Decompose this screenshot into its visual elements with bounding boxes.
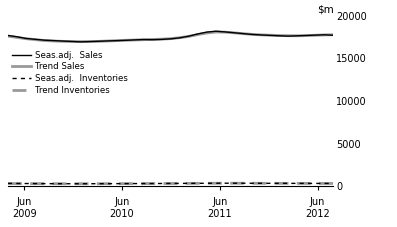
Text: Jun
2012: Jun 2012: [305, 197, 330, 219]
Text: Jun
2009: Jun 2009: [12, 197, 37, 219]
Legend: Seas.adj.  Sales, Trend Sales, Seas.adj.  Inventories, Trend Inventories: Seas.adj. Sales, Trend Sales, Seas.adj. …: [12, 51, 128, 95]
Text: $m: $m: [317, 4, 333, 14]
Text: Jun
2011: Jun 2011: [208, 197, 232, 219]
Text: Jun
2010: Jun 2010: [110, 197, 134, 219]
